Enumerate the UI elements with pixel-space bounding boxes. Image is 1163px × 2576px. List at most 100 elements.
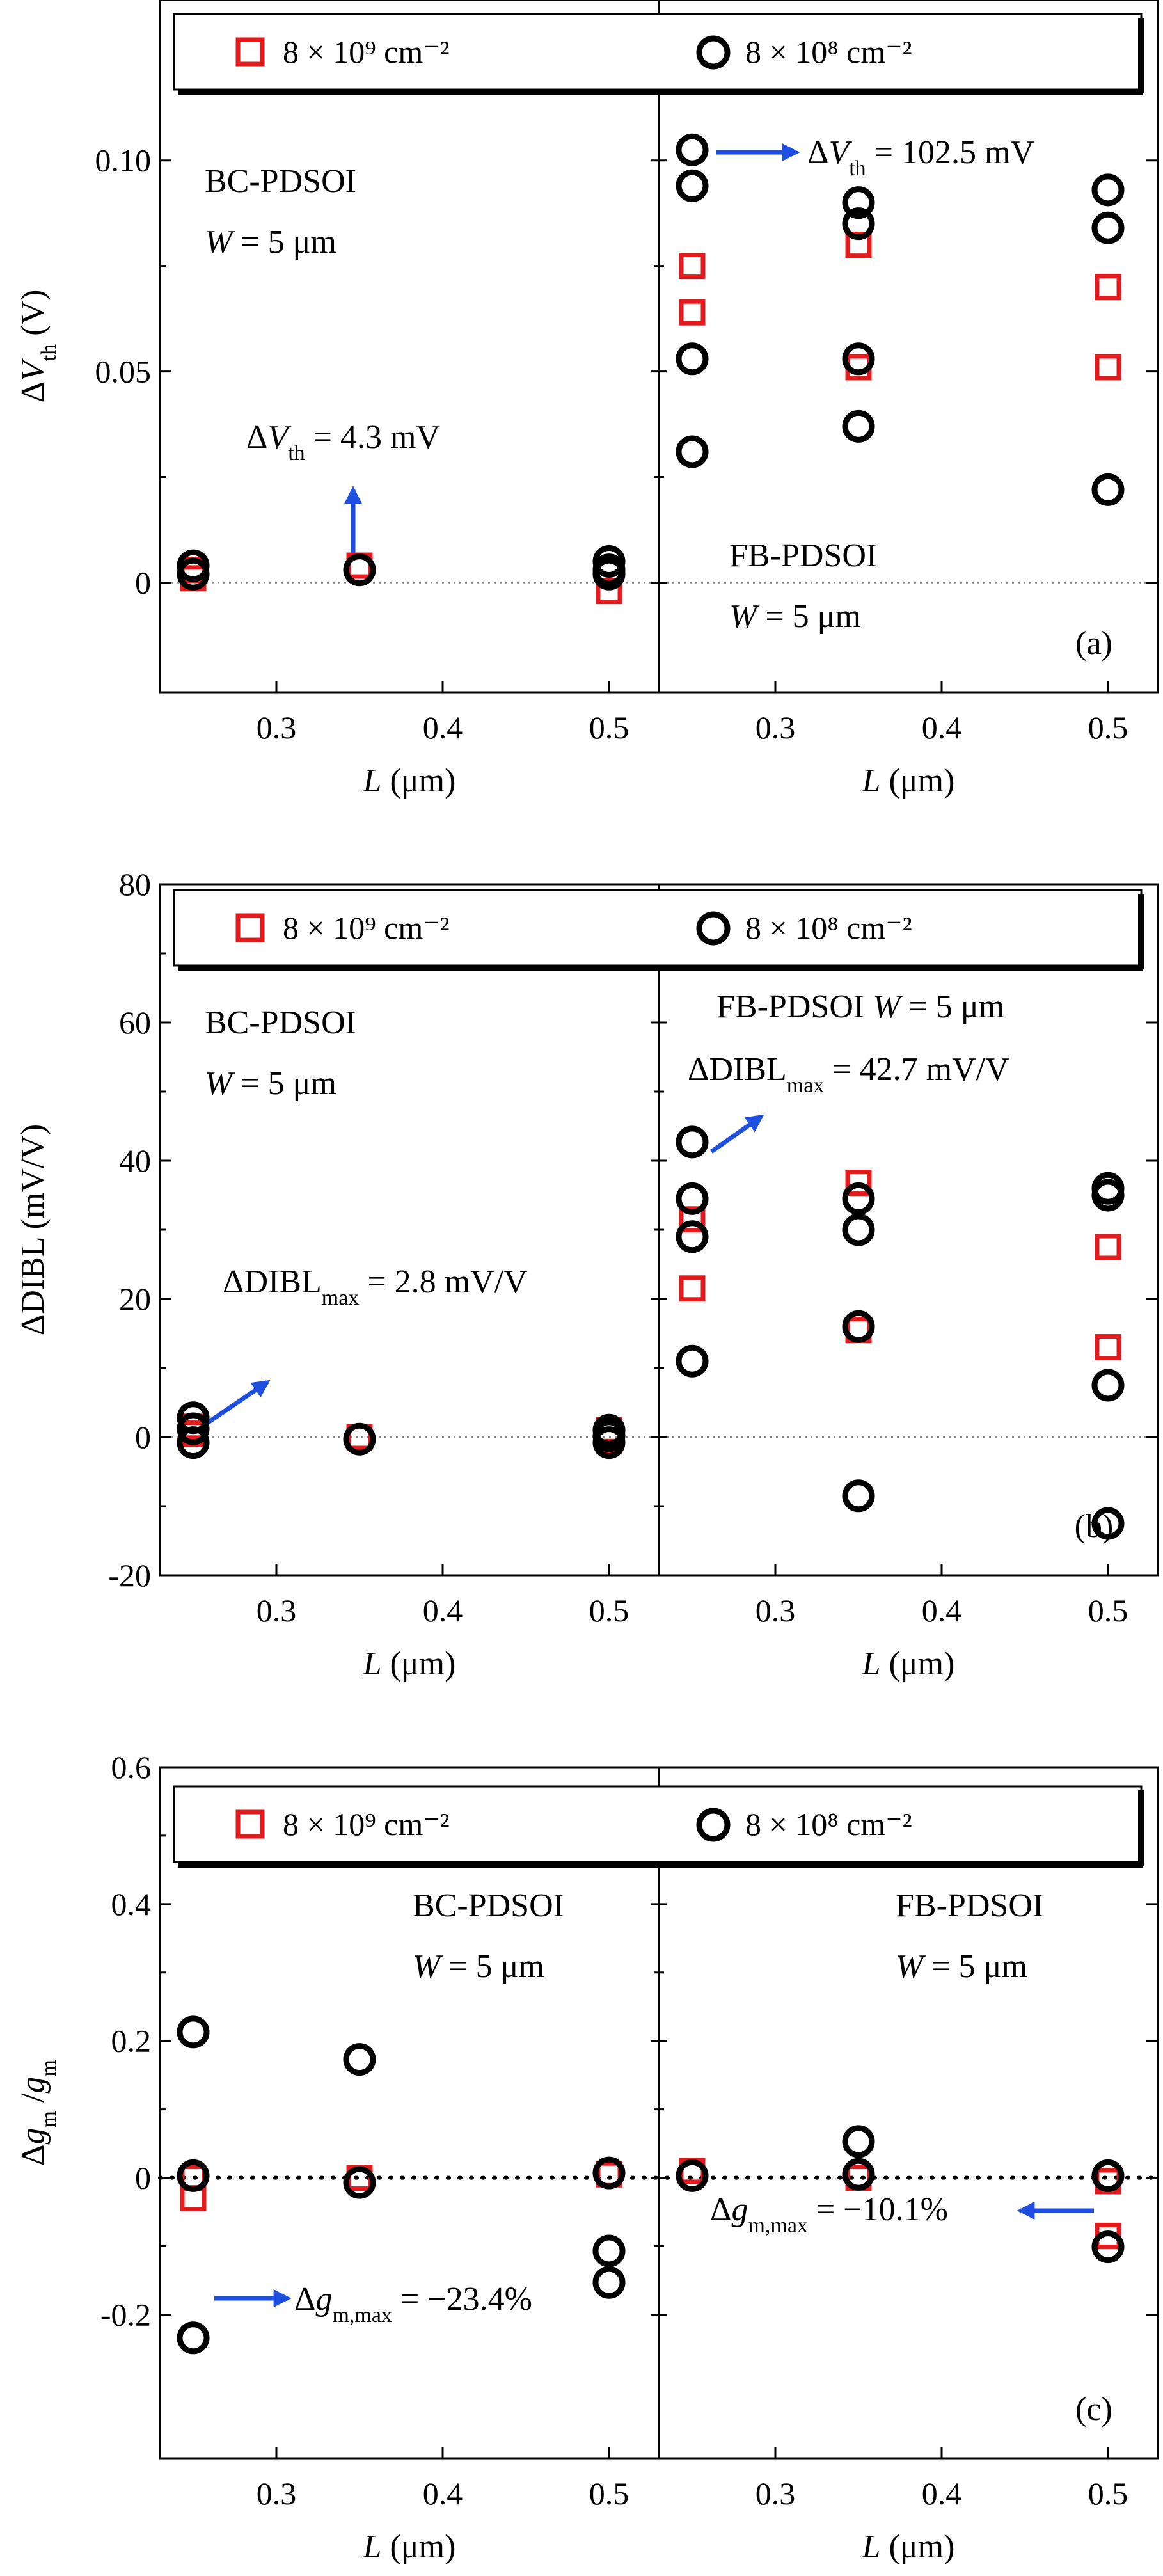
- data-point-square: [1095, 274, 1121, 301]
- x-tick-label: 0.4: [423, 1593, 463, 1628]
- legend-marker-circle: [696, 911, 731, 946]
- data-point-circle: [842, 342, 875, 376]
- x-tick-label: 0.5: [589, 710, 629, 745]
- data-point-circle: [343, 2043, 376, 2076]
- y-tick-label: 0.2: [111, 2023, 152, 2059]
- y-tick-label: 0: [135, 564, 151, 600]
- data-point-circle: [1091, 1507, 1125, 1540]
- data-point-square: [679, 253, 706, 280]
- x-axis-label: L (μm): [862, 2529, 955, 2565]
- data-point-circle: [343, 1422, 376, 1456]
- y-axis-label: ΔVth (V): [15, 290, 61, 403]
- data-point-circle: [676, 1344, 709, 1378]
- x-tick-label: 0.3: [257, 710, 297, 745]
- y-tick-label: 20: [119, 1281, 151, 1317]
- data-point-circle: [343, 2166, 376, 2199]
- x-axis-label: L (μm): [363, 1646, 456, 1682]
- data-point-circle: [842, 207, 875, 241]
- data-point-circle: [842, 1182, 875, 1215]
- y-tick-label: -20: [108, 1557, 151, 1593]
- x-axis-label: L (μm): [363, 763, 456, 799]
- x-tick-label: 0.3: [257, 1593, 297, 1628]
- data-point-circle: [842, 409, 875, 443]
- data-point-circle: [177, 1412, 210, 1445]
- data-point-circle: [676, 342, 709, 376]
- x-tick-label: 0.4: [922, 1593, 962, 1628]
- y-tick-label: 0.10: [95, 143, 152, 179]
- y-tick-label: 0.4: [111, 1886, 152, 1922]
- data-point-circle: [592, 1426, 626, 1459]
- y-tick-label: -0.2: [100, 2296, 151, 2332]
- data-point-circle: [177, 557, 210, 591]
- data-point-square: [1095, 354, 1121, 381]
- data-point-circle: [343, 553, 376, 587]
- data-point-circle: [1091, 2159, 1125, 2192]
- annotation-label: ΔDIBLmax = 42.7 mV/V: [688, 1051, 1009, 1097]
- y-tick-label: 60: [119, 1005, 151, 1040]
- annotation-label: Δgm,max = −23.4%: [294, 2281, 532, 2327]
- annotation-arrow: [709, 1114, 764, 1154]
- subpanel-label: W = 5 μm: [205, 1065, 336, 1102]
- data-point-circle: [676, 1182, 709, 1215]
- data-point-circle: [177, 1426, 210, 1459]
- subpanel-label: FB-PDSOI: [896, 1888, 1043, 1924]
- data-point-square: [679, 1206, 706, 1233]
- data-point-circle: [676, 435, 709, 468]
- data-point-circle: [592, 557, 626, 591]
- legend-marker-circle: [696, 1808, 731, 1842]
- data-point-circle: [842, 2125, 875, 2158]
- subpanel-label: W = 5 μm: [896, 1948, 1027, 1985]
- data-point-circle: [1091, 2230, 1125, 2264]
- x-tick-label: 0.5: [1088, 1593, 1128, 1628]
- subpanel-label: FB-PDSOI: [729, 537, 877, 574]
- data-point-circle: [592, 2266, 626, 2299]
- annotation-arrow: [202, 1379, 271, 1427]
- y-axis-label: ΔDIBL (mV/V): [15, 1124, 51, 1335]
- x-tick-label: 0.4: [922, 2476, 962, 2511]
- data-point-circle: [676, 169, 709, 202]
- data-point-circle: [842, 186, 875, 219]
- x-tick-label: 0.3: [756, 2476, 796, 2511]
- subpanel-label: BC-PDSOI: [205, 163, 356, 200]
- panel-c: -0.2 0 0.2 0.4 0.6 0.3 0.4 0.5 L (μm) 0.3 0.4 0.5 L …: [15, 1749, 1160, 2565]
- data-point-square: [679, 1275, 706, 1302]
- data-point-square: [679, 299, 706, 326]
- data-point-circle: [842, 1310, 875, 1343]
- panel-label: (a): [1075, 625, 1112, 662]
- data-point-square: [1095, 1334, 1121, 1361]
- legend-label: 8 × 10⁹ cm⁻²: [283, 1806, 450, 1842]
- panel-label: (c): [1075, 2391, 1112, 2428]
- data-point-circle: [676, 1125, 709, 1159]
- annotation-label: ΔDIBLmax = 2.8 mV/V: [223, 1264, 528, 1310]
- y-tick-label: 0.6: [111, 1749, 152, 1785]
- x-tick-label: 0.5: [589, 2476, 629, 2511]
- subpanel-label: BC-PDSOI: [413, 1888, 564, 1924]
- legend-marker-square: [235, 37, 265, 67]
- legend-marker-square: [235, 913, 265, 942]
- subpanel-label: BC-PDSOI: [205, 1005, 356, 1041]
- data-point-square: [1095, 1234, 1121, 1260]
- data-point-circle: [1091, 1369, 1125, 1402]
- data-point-circle: [1091, 173, 1125, 207]
- x-tick-label: 0.3: [756, 1593, 796, 1628]
- y-tick-label: 80: [119, 866, 151, 902]
- y-tick-label: 0: [135, 1419, 151, 1455]
- legend-label: 8 × 10⁹ cm⁻²: [283, 910, 450, 946]
- x-tick-label: 0.4: [423, 2476, 463, 2511]
- y-tick-label: 40: [119, 1143, 151, 1179]
- data-point-square: [845, 1170, 872, 1197]
- data-point-circle: [177, 2015, 210, 2049]
- legend-label: 8 × 10⁸ cm⁻²: [745, 910, 912, 946]
- x-tick-label: 0.5: [1088, 710, 1128, 745]
- data-point-circle: [177, 2321, 210, 2355]
- legend-box: [173, 1785, 1143, 1863]
- data-point-circle: [676, 133, 709, 166]
- subpanel-label: FB-PDSOI W = 5 μm: [716, 989, 1004, 1025]
- panel-b: -20 0 20 40 60 80 0.3 0.4 0.5 L (μm) 0.3 0.4 0.5 L (μ…: [15, 866, 1159, 1682]
- data-point-circle: [842, 1213, 875, 1246]
- legend-label: 8 × 10⁸ cm⁻²: [745, 34, 912, 70]
- data-point-circle: [842, 2158, 875, 2191]
- subpanel-label: W = 5 μm: [413, 1948, 544, 1985]
- legend-label: 8 × 10⁹ cm⁻²: [283, 34, 450, 70]
